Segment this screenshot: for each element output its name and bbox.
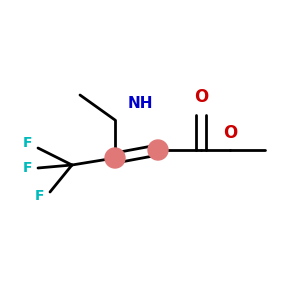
Text: F: F <box>23 136 33 150</box>
Text: NH: NH <box>127 95 153 110</box>
Circle shape <box>105 148 125 168</box>
Text: O: O <box>223 124 237 142</box>
Text: O: O <box>194 88 208 106</box>
Text: F: F <box>35 189 45 203</box>
Text: F: F <box>23 161 33 175</box>
Circle shape <box>148 140 168 160</box>
